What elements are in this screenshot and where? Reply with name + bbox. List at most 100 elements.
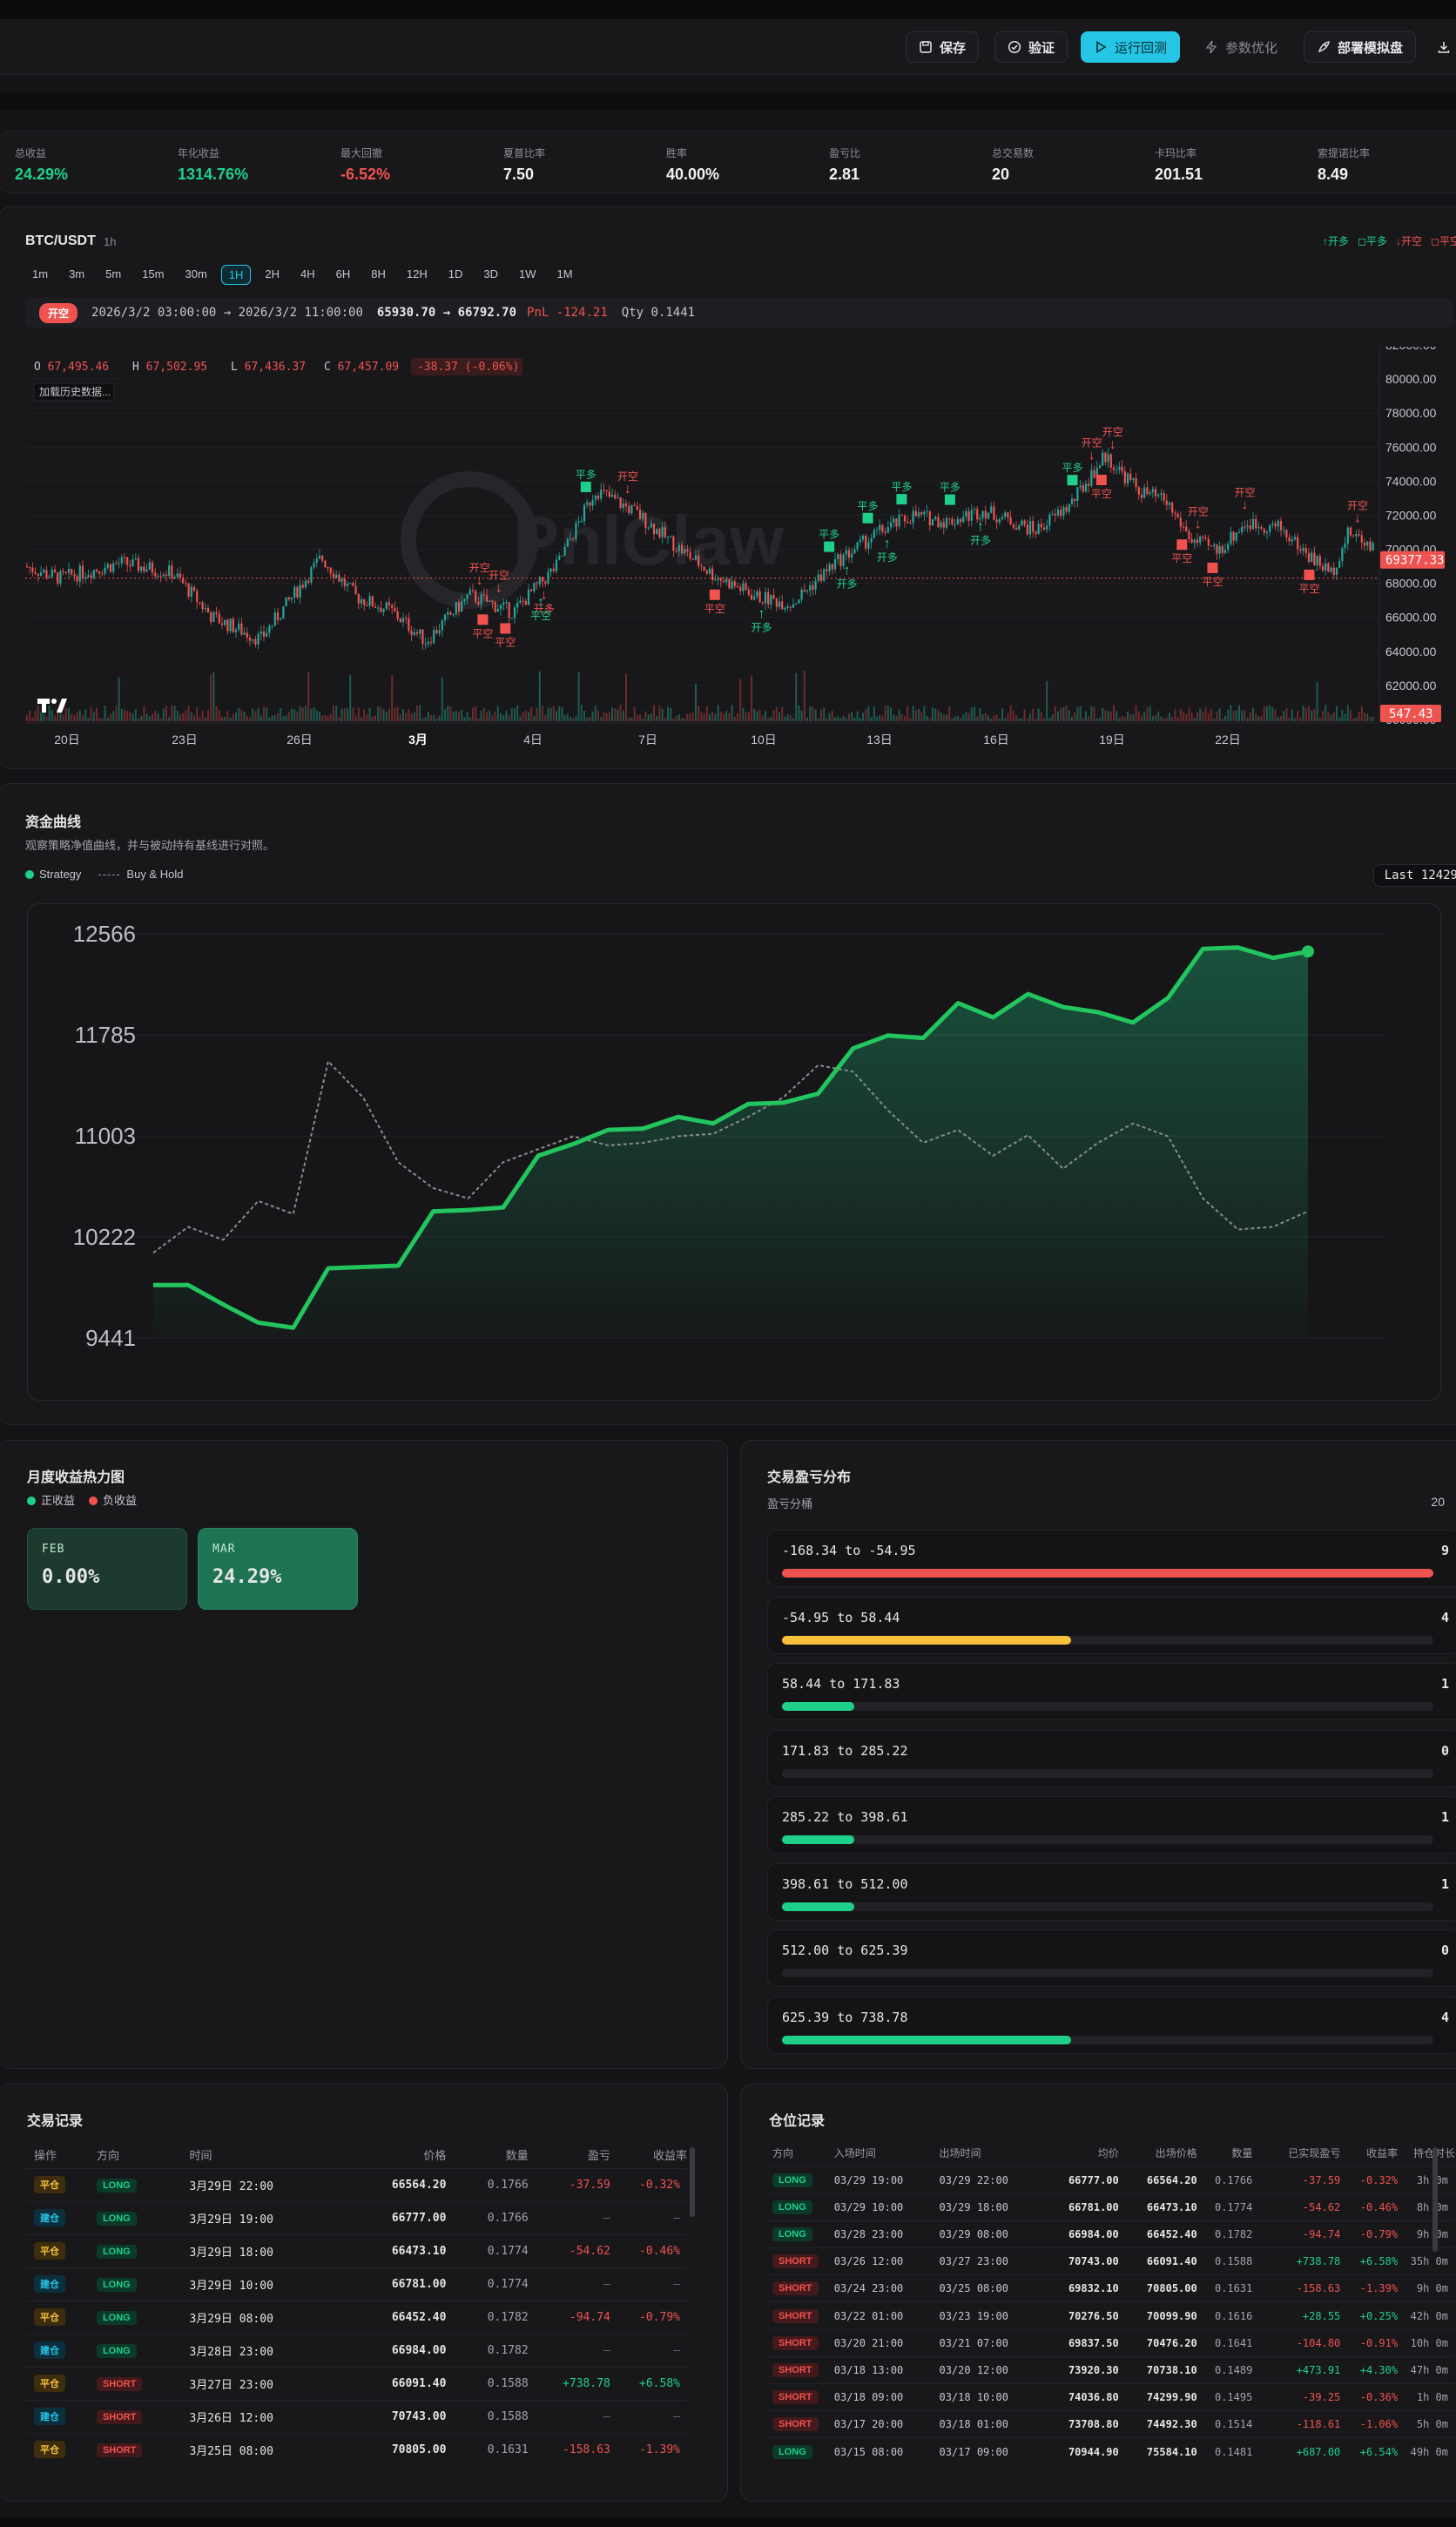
trade-signal-marker[interactable]: 平多 [1062, 462, 1083, 486]
volume-bar [926, 715, 928, 721]
table-row[interactable]: 平仓 LONG 3月29日 18:00 66473.10 0.1774 -54.62 -0.… [25, 2233, 687, 2267]
table-row[interactable]: 建仓 LONG 3月29日 10:00 66781.00 0.1774– – [25, 2267, 687, 2301]
table-row[interactable]: SHORT 03/17 20:00 03/18 01:00 73708.80 74492… [767, 2410, 1455, 2438]
timeframe-option[interactable]: 1W [519, 267, 536, 280]
table-row[interactable]: SHORT 03/22 01:00 03/23 19:00 70276.50 70099… [767, 2301, 1455, 2330]
timeframe-option[interactable]: 15m [142, 267, 165, 280]
pnl-bin[interactable]: 625.39 to 738.78 4 [767, 1996, 1456, 2054]
trade-signal-marker[interactable]: ↑开多 [751, 606, 772, 633]
table-row[interactable]: LONG 03/28 23:00 03/29 08:00 66984.00 66452.… [767, 2220, 1455, 2248]
timeframe-option[interactable]: 1D [448, 267, 463, 280]
timeframe-option[interactable]: 1M [556, 267, 573, 280]
trades-scrollbar[interactable] [690, 2147, 695, 2217]
trade-signal-marker[interactable]: 平空 [472, 614, 493, 639]
trade-signal-marker[interactable]: 平多 [858, 500, 879, 524]
volume-bar [416, 705, 418, 721]
volume-bar [482, 707, 485, 721]
table-row[interactable]: SHORT 03/24 23:00 03/25 08:00 69832.10 70805… [767, 2274, 1455, 2302]
timeframe-option[interactable]: 1m [32, 267, 49, 280]
save-button[interactable]: 保存 [906, 31, 980, 63]
svg-text:开空: 开空 [489, 570, 509, 582]
trade-signal-marker[interactable]: ↓开空 [489, 570, 509, 596]
candle-body [756, 591, 758, 597]
table-row[interactable]: LONG 03/29 19:00 03/29 22:00 66777.00 66564.… [767, 2166, 1455, 2194]
table-row[interactable]: 平仓 SHORT 3月27日 23:00 66091.40 0.1588 +738.78 +… [25, 2366, 687, 2400]
positions-scrollbar[interactable] [1432, 2147, 1438, 2252]
trade-signal-marker[interactable]: ↓开空 [469, 562, 490, 588]
trade-signal-marker[interactable]: 平多 [891, 481, 912, 505]
timeframe-option[interactable]: 5m [105, 267, 122, 280]
trade-signal-marker[interactable]: ↓开空 [1082, 437, 1102, 463]
pnl-bin[interactable]: -54.95 to 58.44 4 [767, 1596, 1456, 1654]
deploy-button[interactable]: 部署模拟盘 [1304, 31, 1417, 63]
table-row[interactable]: 平仓 SHORT 3月25日 08:00 70805.00 0.1631 -158.63-… [25, 2432, 687, 2466]
volume-bar [514, 708, 516, 721]
out-time-cell: 03/18 10:00 [939, 2382, 1045, 2411]
table-row[interactable]: SHORT 03/20 21:00 03/21 07:00 69837.50 70476… [767, 2328, 1455, 2357]
optimize-button[interactable]: 参数优化 [1191, 31, 1291, 63]
pnl-bin[interactable]: 398.61 to 512.00 1 [767, 1862, 1456, 1921]
timeframe-option[interactable]: 2H [265, 267, 280, 280]
volume-bar [1316, 681, 1318, 721]
table-row[interactable]: LONG 03/15 08:00 03/17 09:00 70944.90 75584.… [767, 2437, 1455, 2466]
trade-signal-marker[interactable]: 平空 [704, 589, 725, 615]
trade-signal-marker[interactable]: 平空 [1298, 569, 1319, 595]
pnl-bin[interactable]: 58.44 to 171.83 1 [767, 1663, 1456, 1720]
candle-body [575, 523, 577, 540]
trade-signal-marker[interactable]: ↓开空 [1102, 426, 1123, 452]
table-row[interactable]: 建仓 SHORT 3月26日 12:00 70743.00 0.1588– – [25, 2399, 687, 2433]
verify-button[interactable]: 验证 [994, 31, 1068, 63]
trade-signal-marker[interactable]: 平空 [1202, 562, 1223, 588]
table-row[interactable]: 平仓 LONG 3月29日 08:00 66452.40 0.1782 -94.74 -0.… [25, 2300, 687, 2334]
download-icon[interactable] [1437, 40, 1451, 54]
timeframe-option[interactable]: 3D [483, 267, 499, 280]
pnl-bin[interactable]: 512.00 to 625.39 0 [767, 1929, 1456, 1987]
timeframe-option[interactable]: 3m [69, 267, 85, 280]
table-row[interactable]: 建仓 LONG 3月28日 23:00 66984.00 0.1782– – [25, 2333, 687, 2367]
trade-signal-marker[interactable]: ↑开多 [836, 564, 857, 591]
equity-chart[interactable]: 12566 11785 11003 10222 9441 [28, 904, 1442, 1402]
candle-body [39, 572, 43, 576]
candle-body [907, 521, 909, 524]
trade-signal-marker[interactable]: 平空 [495, 623, 516, 648]
trade-signal-marker[interactable]: ↑平空 [530, 595, 551, 622]
table-row[interactable]: 建仓 LONG 3月29日 19:00 66777.00 0.1766– – [25, 2200, 687, 2234]
timeframe-option[interactable]: 30m [185, 267, 207, 280]
table-row[interactable]: 平仓 LONG 3月29日 22:00 66564.20 0.1766 -37.59 -0.… [25, 2167, 687, 2201]
candle-body [859, 539, 861, 543]
volume-bar [1271, 707, 1274, 721]
trade-signal-marker[interactable]: ↓开空 [1188, 505, 1209, 531]
timeframe-option[interactable]: 6H [335, 267, 351, 280]
volume-bar [1360, 706, 1363, 721]
volume-bar [522, 712, 524, 721]
trade-signal-marker[interactable]: ↑开多 [970, 520, 991, 547]
candle-body [1271, 523, 1274, 525]
trade-signal-marker[interactable]: ↓开多 [534, 588, 555, 615]
table-row[interactable]: LONG 03/29 10:00 03/29 18:00 66781.00 66473.… [767, 2193, 1455, 2221]
run-backtest-button[interactable]: 运行回测 [1081, 31, 1181, 63]
timeframe-option[interactable]: 4H [300, 267, 315, 280]
trade-signal-marker[interactable]: 平多 [819, 529, 839, 552]
pnl-bin[interactable]: 285.22 to 398.61 1 [767, 1796, 1456, 1854]
pnl-bin[interactable]: -168.34 to -54.95 9 [767, 1530, 1456, 1587]
trade-signal-marker[interactable]: 平空 [1091, 474, 1112, 500]
timeframe-option[interactable]: 1H [220, 265, 252, 285]
trade-signal-marker[interactable]: ↓开空 [1234, 486, 1255, 512]
trade-signal-marker[interactable]: ↑开多 [877, 537, 898, 564]
trade-signal-marker[interactable]: 平空 [1171, 539, 1192, 564]
pnl-bin[interactable]: 171.83 to 285.22 0 [767, 1729, 1456, 1787]
trade-signal-marker[interactable]: 平多 [576, 469, 597, 493]
table-row[interactable]: SHORT 03/18 13:00 03/20 12:00 73920.30 70738… [767, 2355, 1455, 2384]
volume-bar [496, 706, 499, 721]
trade-signal-marker[interactable]: ↓开空 [1347, 500, 1368, 526]
candle-body [1344, 543, 1346, 549]
table-row[interactable]: SHORT 03/26 12:00 03/27 23:00 70743.00 66091… [767, 2247, 1455, 2275]
month-cell-feb[interactable]: FEB 0.00% [27, 1528, 187, 1610]
trade-signal-marker[interactable]: ↓开空 [617, 470, 638, 497]
month-cell-mar[interactable]: MAR 24.29% [198, 1528, 358, 1610]
table-row[interactable]: SHORT 03/18 09:00 03/18 10:00 74036.80 74299… [767, 2382, 1455, 2411]
timeframe-option[interactable]: 12H [406, 267, 428, 280]
timeframe-option[interactable]: 8H [371, 267, 386, 280]
trade-signal-marker[interactable]: 平多 [940, 482, 961, 505]
